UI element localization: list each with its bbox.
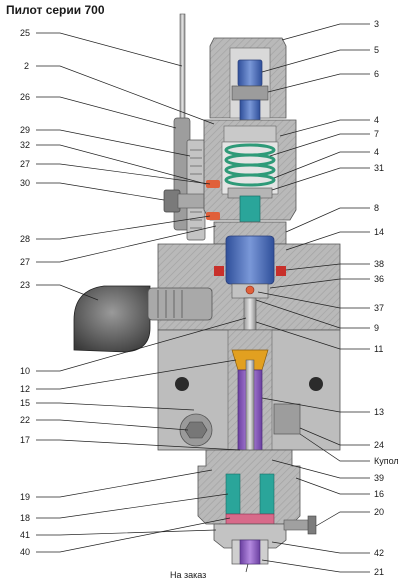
plug-hex [184, 421, 208, 439]
label-40: 40 [20, 547, 30, 557]
callout-labels: 3 5 6 4 7 4 31 8 14 38 36 37 9 11 13 24 … [20, 19, 399, 580]
diagram-title: Пилот серии 700 [6, 3, 105, 17]
side-bolt [163, 189, 181, 213]
knob-shaft [147, 287, 213, 321]
label-27-lower: 27 [20, 257, 30, 267]
o-ring-upper [206, 180, 220, 188]
label-16: 16 [374, 489, 384, 499]
dome-port [273, 403, 301, 435]
label-2: 2 [24, 61, 29, 71]
label-7: 7 [374, 129, 379, 139]
outlet-stem [239, 539, 261, 565]
label-31: 31 [374, 163, 384, 173]
spring-button-top [223, 125, 277, 143]
label-24: 24 [374, 440, 384, 450]
knob [73, 285, 151, 353]
label-9: 9 [374, 323, 379, 333]
label-37: 37 [374, 303, 384, 313]
seal-left [214, 266, 224, 276]
label-14: 14 [374, 227, 384, 237]
label-kupol: Купол [374, 456, 399, 466]
pilot-drawing [73, 13, 341, 565]
adjusting-screw [237, 59, 263, 87]
leader-lines [36, 23, 370, 573]
side-screw-head [307, 515, 317, 535]
label-18: 18 [20, 513, 30, 523]
label-39: 39 [374, 473, 384, 483]
seal-right [276, 266, 286, 276]
label-38: 38 [374, 259, 384, 269]
label-29: 29 [20, 125, 30, 135]
label-25: 25 [20, 28, 30, 38]
mount-hole-left [175, 377, 189, 391]
knob-ridges [157, 290, 183, 318]
label-11: 11 [374, 344, 383, 354]
label-23: 23 [20, 280, 30, 290]
label-21: 21 [374, 567, 384, 577]
spring [224, 143, 276, 187]
bottom-gasket [225, 513, 275, 525]
bottom-seal-right [259, 473, 275, 515]
label-na-zakaz: На заказ [170, 570, 206, 580]
label-12: 12 [20, 384, 30, 394]
side-plate-ridges [190, 149, 202, 229]
label-10: 10 [20, 366, 30, 376]
mount-hole-right [309, 377, 323, 391]
label-41: 41 [20, 530, 30, 540]
label-13: 13 [374, 407, 384, 417]
label-4-lower: 4 [374, 147, 379, 157]
label-6: 6 [374, 69, 379, 79]
label-26: 26 [20, 92, 30, 102]
label-8: 8 [374, 203, 379, 213]
label-30: 30 [20, 178, 30, 188]
o-ring-lower [206, 212, 220, 220]
ball-valve [245, 285, 255, 295]
label-5: 5 [374, 45, 379, 55]
label-19: 19 [20, 492, 30, 502]
piston [225, 235, 275, 285]
side-bolt-shank [177, 193, 209, 209]
label-28: 28 [20, 234, 30, 244]
label-15: 15 [20, 398, 30, 408]
label-17: 17 [20, 435, 30, 445]
bottom-seal-left [225, 473, 241, 515]
side-plate [186, 139, 206, 241]
bottom-nut [197, 449, 301, 525]
label-36: 36 [374, 274, 384, 284]
lock-nut [231, 85, 269, 101]
label-27-upper: 27 [20, 159, 30, 169]
label-4-upper: 4 [374, 115, 379, 125]
label-32: 32 [20, 140, 30, 150]
label-22: 22 [20, 415, 30, 425]
label-42: 42 [374, 548, 384, 558]
label-3: 3 [374, 19, 379, 29]
label-20: 20 [374, 507, 384, 517]
